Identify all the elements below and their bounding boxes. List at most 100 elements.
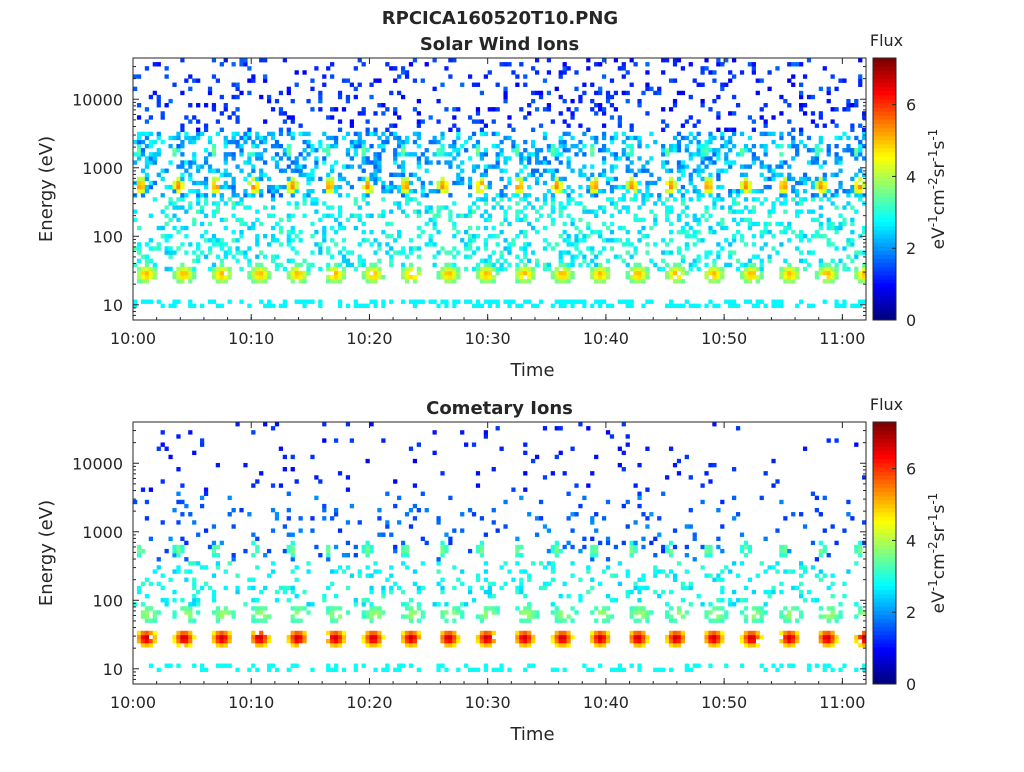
heatmap-cell xyxy=(251,578,255,582)
heatmap-cell xyxy=(484,164,488,168)
heatmap-cell xyxy=(815,152,819,156)
heatmap-cell xyxy=(456,639,460,643)
heatmap-cell xyxy=(614,58,618,62)
heatmap-cell xyxy=(551,185,555,189)
heatmap-cell xyxy=(578,148,582,152)
heatmap-cell xyxy=(468,255,472,259)
heatmap-cell xyxy=(618,668,622,672)
heatmap-cell xyxy=(677,263,681,267)
heatmap-cell xyxy=(255,545,259,549)
heatmap-cell xyxy=(503,209,507,213)
heatmap-cell xyxy=(389,255,393,259)
heatmap-cell xyxy=(452,565,456,569)
heatmap-cell xyxy=(748,185,752,189)
heatmap-cell xyxy=(641,304,645,308)
heatmap-cell xyxy=(444,545,448,549)
heatmap-cell xyxy=(708,140,712,144)
heatmap-cell xyxy=(602,271,606,275)
heatmap-cell xyxy=(740,545,744,549)
heatmap-cell xyxy=(732,95,736,99)
heatmap-cell xyxy=(779,95,783,99)
heatmap-cell xyxy=(267,614,271,618)
heatmap-cell xyxy=(799,614,803,618)
heatmap-cell xyxy=(259,169,263,173)
heatmap-cell xyxy=(815,230,819,234)
heatmap-cell xyxy=(141,582,145,586)
heatmap-cell xyxy=(752,128,756,132)
heatmap-cell xyxy=(539,124,543,128)
heatmap-cell xyxy=(310,528,314,532)
heatmap-cell xyxy=(586,185,590,189)
heatmap-cell xyxy=(850,205,854,209)
heatmap-cell xyxy=(720,246,724,250)
heatmap-cell xyxy=(299,271,303,275)
heatmap-cell xyxy=(224,173,228,177)
heatmap-cell xyxy=(515,74,519,78)
heatmap-cell xyxy=(594,230,598,234)
heatmap-cells xyxy=(133,58,866,308)
heatmap-cell xyxy=(511,242,515,246)
heatmap-cell xyxy=(433,87,437,91)
heatmap-cell xyxy=(689,226,693,230)
heatmap-cell xyxy=(235,250,239,254)
heatmap-cell xyxy=(436,561,440,565)
heatmap-cell xyxy=(165,222,169,226)
heatmap-cell xyxy=(819,631,823,635)
heatmap-cell xyxy=(334,594,338,598)
heatmap-cell xyxy=(133,140,137,144)
colorbar-segment xyxy=(873,512,896,516)
heatmap-cell xyxy=(346,565,350,569)
heatmap-cell xyxy=(464,230,468,234)
heatmap-cell xyxy=(176,164,180,168)
heatmap-cell xyxy=(216,271,220,275)
heatmap-cell xyxy=(602,619,606,623)
heatmap-cell xyxy=(637,136,641,140)
heatmap-cell xyxy=(157,136,161,140)
heatmap-cell xyxy=(693,78,697,82)
heatmap-cell xyxy=(141,549,145,553)
heatmap-cell xyxy=(326,148,330,152)
heatmap-cell xyxy=(519,271,523,275)
heatmap-cell xyxy=(500,255,504,259)
heatmap-cell xyxy=(614,205,618,209)
heatmap-cell xyxy=(232,83,236,87)
heatmap-cell xyxy=(334,664,338,668)
heatmap-cell xyxy=(630,304,634,308)
heatmap-cell xyxy=(551,639,555,643)
heatmap-cell xyxy=(377,242,381,246)
heatmap-cell xyxy=(697,255,701,259)
heatmap-cell xyxy=(354,132,358,136)
heatmap-cell xyxy=(527,156,531,160)
heatmap-cell xyxy=(212,263,216,267)
heatmap-cell xyxy=(208,91,212,95)
heatmap-cell xyxy=(271,226,275,230)
colorbar-segment xyxy=(873,238,896,242)
heatmap-cell xyxy=(858,304,862,308)
heatmap-cell xyxy=(689,602,693,606)
heatmap-cell xyxy=(831,582,835,586)
heatmap-cell xyxy=(799,561,803,565)
heatmap-cell xyxy=(165,598,169,602)
heatmap-cell xyxy=(488,582,492,586)
heatmap-cell xyxy=(582,545,586,549)
heatmap-cell xyxy=(460,144,464,148)
heatmap-cell xyxy=(807,160,811,164)
heatmap-cell xyxy=(141,181,145,185)
heatmap-cell xyxy=(401,271,405,275)
heatmap-cell xyxy=(263,619,267,623)
heatmap-cell xyxy=(464,140,468,144)
heatmap-cell xyxy=(263,635,267,639)
heatmap-cell xyxy=(243,193,247,197)
heatmap-cell xyxy=(740,181,744,185)
heatmap-cell xyxy=(555,545,559,549)
heatmap-cell xyxy=(566,250,570,254)
heatmap-cell xyxy=(472,234,476,238)
heatmap-cell xyxy=(484,209,488,213)
heatmap-cell xyxy=(519,578,523,582)
heatmap-cell xyxy=(302,214,306,218)
heatmap-cell xyxy=(212,300,216,304)
heatmap-cell xyxy=(232,205,236,209)
heatmap-cell xyxy=(436,119,440,123)
heatmap-cell xyxy=(697,164,701,168)
heatmap-cell xyxy=(436,181,440,185)
